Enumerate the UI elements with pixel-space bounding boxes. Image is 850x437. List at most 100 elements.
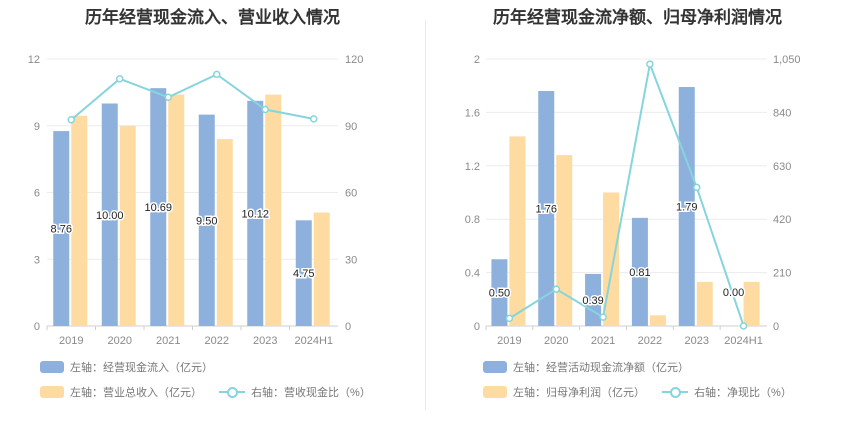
panel-divider: [425, 20, 426, 410]
legend-label: 右轴：净现比（%）: [694, 387, 792, 399]
bar-primary: [53, 131, 70, 326]
data-label: 10.00: [96, 210, 124, 222]
legend-item-net-profit: 左轴：归母净利润（亿元）: [483, 384, 645, 400]
legend-label: 左轴：营业总收入（亿元）: [70, 387, 202, 399]
legend-item-net-cash-flow: 左轴：经营活动现金流净额（亿元）: [483, 359, 689, 375]
x-tick-label: 2023: [253, 335, 277, 347]
bar-secondary: [696, 281, 713, 326]
chart-title: 历年经营现金流入、营业收入情况: [85, 8, 340, 27]
bar-secondary: [119, 125, 136, 326]
y-left-tick-label: 0: [474, 321, 480, 333]
y-left-tick-label: 12: [28, 54, 40, 66]
legend-row-1: 左轴：经营活动现金流净额（亿元）: [483, 359, 703, 376]
ratio-point: [261, 105, 269, 114]
y-left-tick-label: 6: [34, 188, 40, 200]
data-label: 10.69: [144, 202, 172, 214]
y-left-tick-label: 0: [34, 321, 40, 333]
legend-swatch: [483, 386, 507, 398]
data-label: 4.75: [293, 268, 314, 280]
data-label: 10.12: [241, 208, 269, 220]
chart-plot: 0 0 3 30 6 60 9 90 12 120 2019 2020 2021 2022 2023 2024…: [28, 54, 364, 347]
y-left-tick-label: 1.6: [465, 107, 480, 119]
y-right-tick-label: 60: [345, 188, 357, 200]
data-label: 0.50: [489, 288, 510, 300]
legend-swatch: [40, 361, 64, 373]
ratio-point: [67, 115, 75, 124]
chart-plot: 0 0 0.4 210 0.8 420 1.2 630 1.6 840 2 1,050 2019 2020…: [465, 54, 801, 347]
legend-item-cash-inflow: 左轴：经营现金流入（亿元）: [40, 359, 213, 375]
y-left-tick-label: 9: [34, 121, 40, 133]
data-label: 1.79: [676, 202, 697, 214]
legend-item-net-cash-ratio: 右轴：净现比（%）: [662, 384, 792, 400]
legend-line-icon: [219, 386, 246, 398]
ratio-point: [213, 70, 221, 79]
data-label: 9.50: [196, 215, 217, 227]
x-tick-label: 2022: [638, 335, 662, 347]
x-tick-label: 2024H1: [724, 335, 763, 347]
ratio-point: [310, 115, 318, 123]
y-left-tick-label: 1.2: [465, 161, 480, 173]
y-right-tick-label: 0: [773, 321, 779, 333]
y-left-tick-label: 0.4: [465, 268, 480, 280]
ratio-point: [646, 60, 654, 68]
bar-primary: [538, 91, 555, 326]
bar-secondary: [216, 139, 233, 326]
x-tick-label: 2019: [59, 335, 83, 347]
y-right-tick-label: 840: [773, 107, 791, 119]
bar-secondary: [509, 136, 526, 326]
bar-secondary: [743, 281, 760, 326]
x-tick-label: 2021: [156, 335, 180, 347]
bar-primary: [295, 220, 312, 326]
data-label: 0.81: [629, 267, 650, 279]
bar-primary: [247, 100, 264, 326]
bar-secondary: [168, 94, 185, 326]
y-right-tick-label: 1,050: [773, 54, 801, 66]
legend-label: 左轴：经营现金流入（亿元）: [70, 362, 213, 374]
ratio-point: [693, 183, 701, 192]
bar-secondary: [71, 115, 88, 326]
ratio-point: [552, 285, 560, 293]
bar-primary: [631, 217, 648, 326]
legend-row-2: 左轴：营业总收入（亿元） 右轴：营收现金比（%）: [40, 384, 385, 401]
bar-secondary: [556, 155, 573, 326]
data-label: 0.39: [582, 295, 603, 307]
ratio-point: [164, 93, 172, 102]
legend-swatch: [483, 361, 507, 373]
chart-panel-left: 历年经营现金流入、营业收入情况 0 0 3 30 6 60 9 90 12 120 2019 2020…: [28, 8, 385, 401]
y-right-tick-label: 90: [345, 121, 357, 133]
legend-label: 右轴：营收现金比（%）: [251, 387, 371, 399]
legend-row-1: 左轴：经营现金流入（亿元）: [40, 359, 227, 376]
ratio-point: [739, 322, 748, 330]
x-tick-label: 2019: [497, 335, 521, 347]
legend-swatch: [40, 386, 64, 398]
legend-label: 左轴：经营活动现金流净额（亿元）: [513, 362, 689, 374]
chart-title: 历年经营现金流净额、归母净利润情况: [493, 8, 782, 27]
y-right-tick-label: 210: [773, 268, 791, 280]
y-right-tick-label: 0: [345, 321, 351, 333]
y-left-tick-label: 0.8: [465, 214, 480, 226]
y-right-tick-label: 420: [773, 214, 791, 226]
ratio-point: [599, 313, 607, 321]
y-left-tick-label: 2: [474, 54, 480, 66]
ratio-point: [505, 314, 514, 323]
y-right-tick-label: 120: [345, 54, 363, 66]
bar-primary: [150, 88, 167, 327]
x-tick-label: 2024H1: [294, 335, 333, 347]
x-tick-label: 2020: [544, 335, 568, 347]
ratio-point: [116, 75, 124, 83]
bar-primary: [678, 87, 695, 326]
data-label: 1.76: [536, 204, 557, 216]
legend-label: 左轴：归母净利润（亿元）: [513, 387, 645, 399]
y-right-tick-label: 630: [773, 161, 791, 173]
x-tick-label: 2023: [685, 335, 709, 347]
y-right-tick-label: 30: [345, 254, 357, 266]
bar-secondary: [313, 212, 330, 326]
chart-panel-right: 历年经营现金流净额、归母净利润情况 0 0 0.4 210 0.8 420 1.2 630 1.…: [425, 0, 850, 437]
bar-primary: [491, 259, 508, 326]
legend-item-revenue: 左轴：营业总收入（亿元）: [40, 384, 202, 400]
legend-row-2: 左轴：归母净利润（亿元） 右轴：净现比（%）: [483, 384, 806, 401]
x-tick-label: 2021: [591, 335, 615, 347]
x-tick-label: 2020: [108, 335, 132, 347]
data-label: 0.00: [723, 287, 744, 299]
bar-secondary: [265, 94, 282, 326]
